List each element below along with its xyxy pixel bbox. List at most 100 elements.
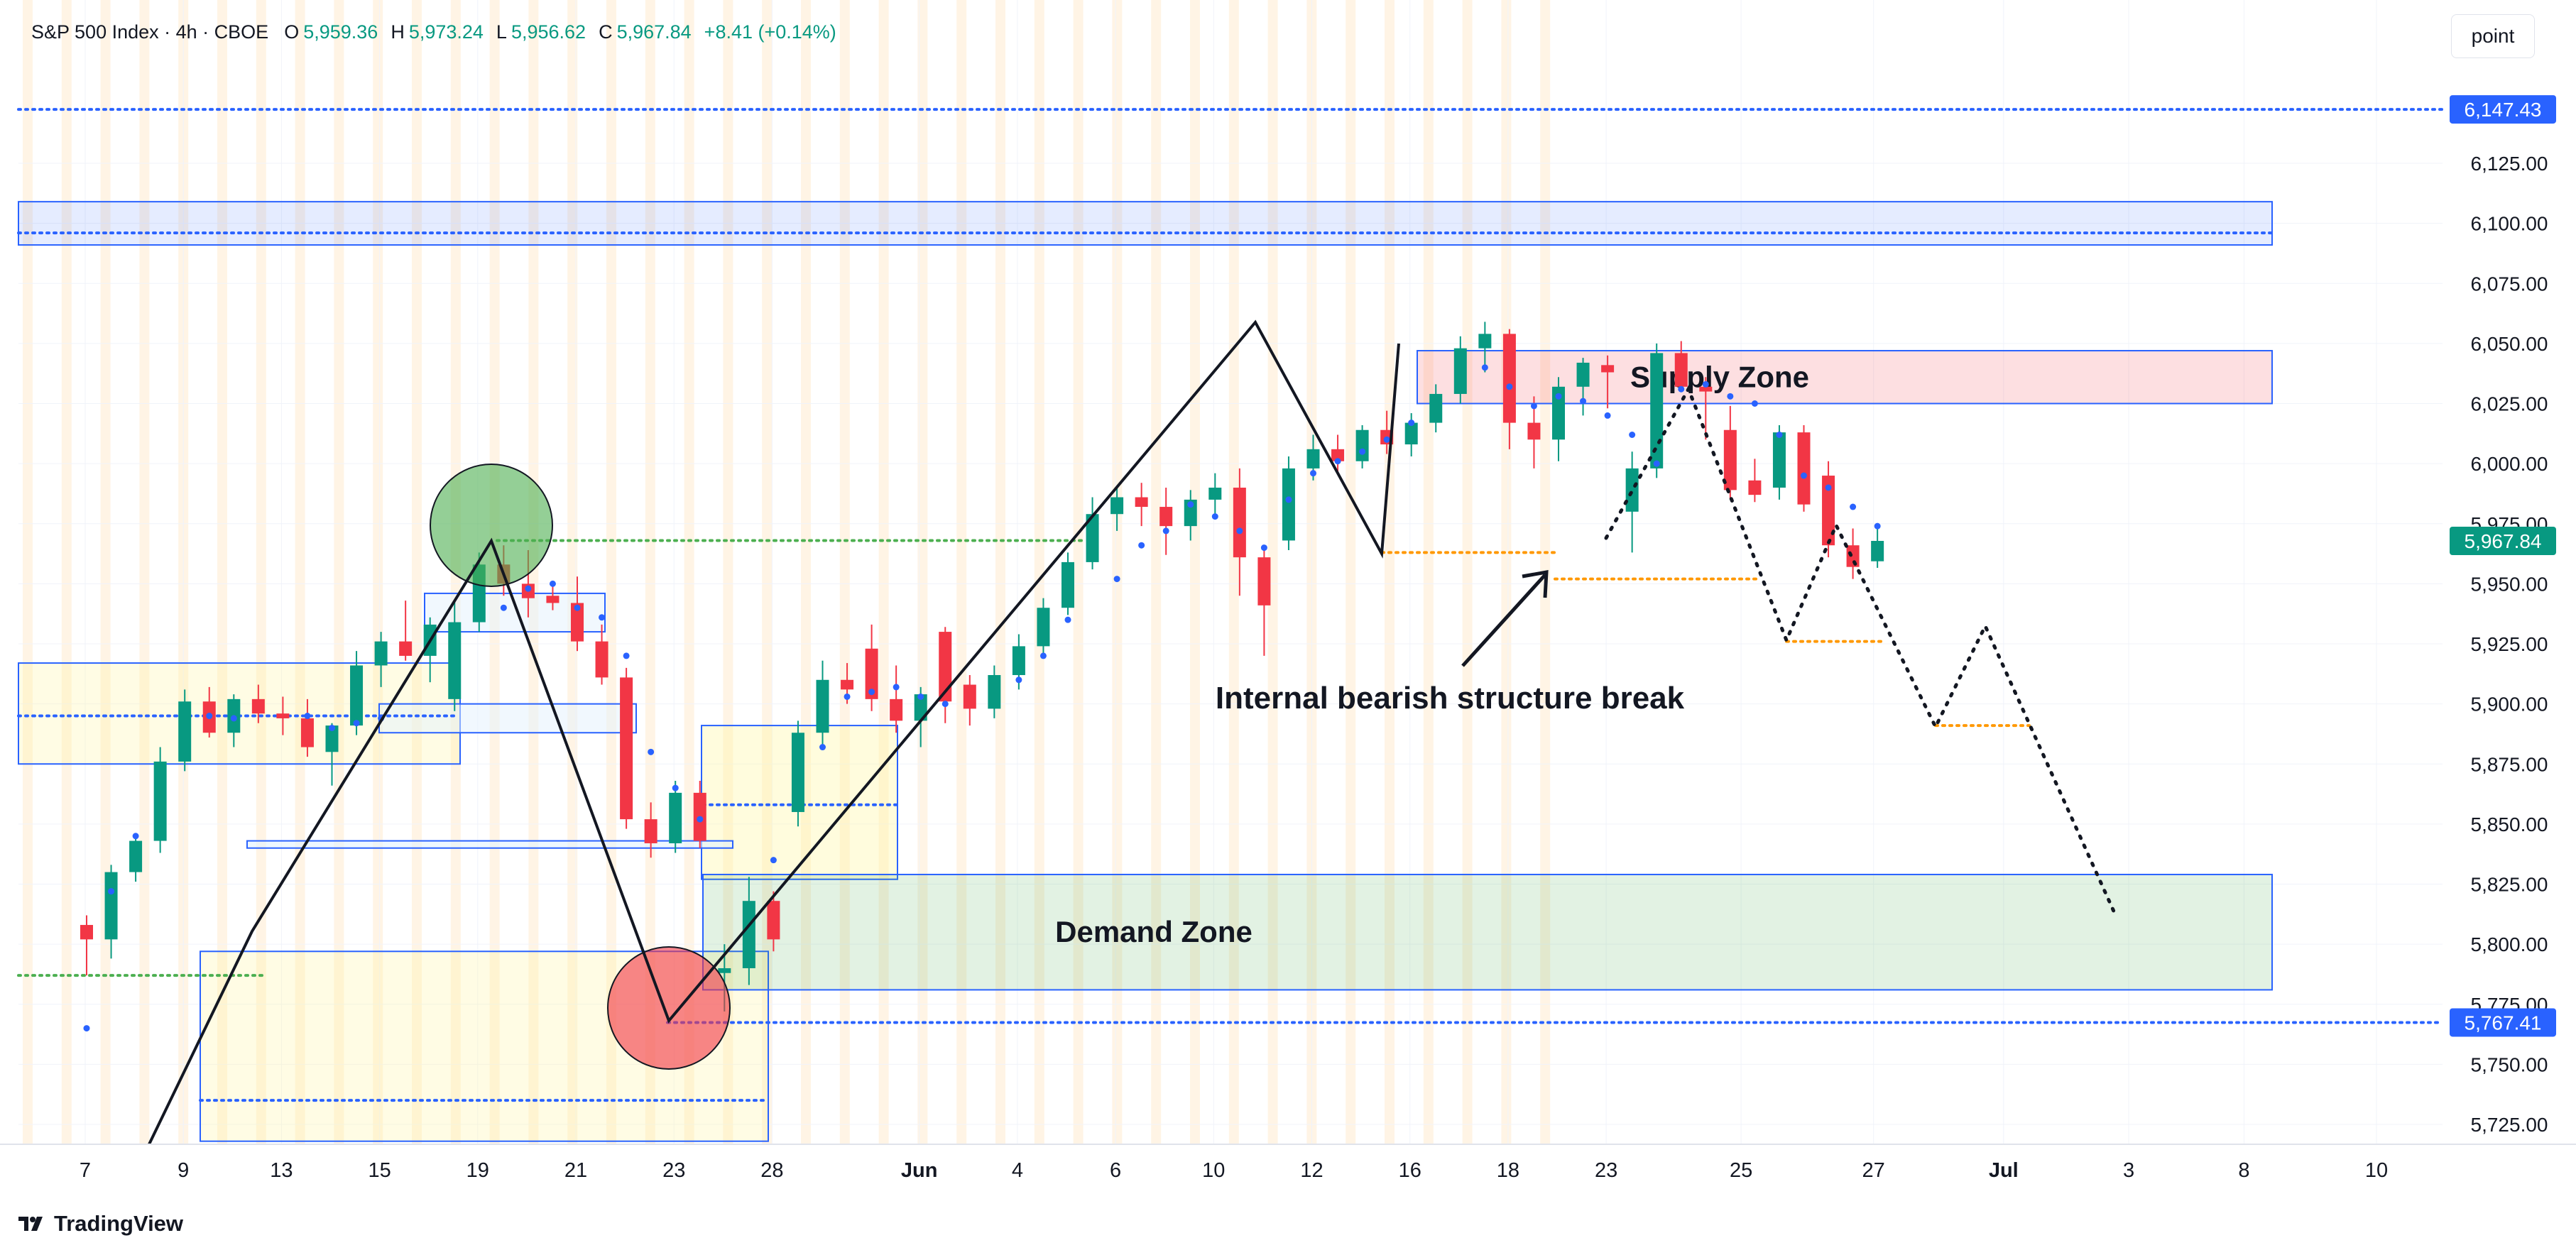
- candle-body[interactable]: [1184, 499, 1197, 527]
- swing-low-circle: [607, 946, 731, 1070]
- candle-body[interactable]: [1453, 348, 1467, 394]
- candle-body[interactable]: [1037, 608, 1050, 647]
- session-stripe: [256, 0, 266, 1144]
- tradingview-brand: TradingView: [54, 1211, 184, 1236]
- indicator-dot: [1064, 616, 1071, 623]
- candle-body[interactable]: [742, 901, 755, 968]
- candle-body[interactable]: [1552, 386, 1565, 440]
- time-tick-label: 23: [1595, 1159, 1617, 1182]
- candle-body[interactable]: [571, 603, 584, 642]
- candle-body[interactable]: [1822, 476, 1835, 546]
- candle-body[interactable]: [546, 596, 560, 603]
- session-stripe: [1190, 0, 1200, 1144]
- candle-body[interactable]: [1159, 507, 1173, 527]
- tradingview-logo[interactable]: TradingView: [18, 1211, 183, 1237]
- session-stripe: [139, 0, 150, 1144]
- candle-body[interactable]: [963, 684, 976, 709]
- candle-body[interactable]: [816, 679, 829, 733]
- candle-body[interactable]: [1650, 353, 1664, 468]
- candle-body[interactable]: [1699, 386, 1713, 392]
- time-tick-label: 16: [1399, 1159, 1421, 1182]
- price-tick-label: 6,050.00: [2471, 333, 2548, 355]
- close-label: C: [599, 21, 613, 43]
- price-tick-label: 6,025.00: [2471, 393, 2548, 415]
- candle-body[interactable]: [1012, 646, 1025, 676]
- price-scale-mode-button[interactable]: point: [2451, 14, 2535, 58]
- time-tick-label: 8: [2238, 1159, 2249, 1182]
- candle-body[interactable]: [1846, 545, 1860, 567]
- candle-body[interactable]: [350, 665, 364, 726]
- symbol-header: S&P 500 Index · 4h · CBOE O 5,959.36 H 5,9…: [31, 21, 845, 43]
- price-tick-label: 5,825.00: [2471, 874, 2548, 896]
- candle-body[interactable]: [1502, 334, 1516, 423]
- candle-body[interactable]: [1282, 468, 1295, 541]
- candle-body[interactable]: [890, 698, 903, 721]
- candle-body[interactable]: [104, 872, 118, 940]
- candle-body[interactable]: [865, 648, 878, 699]
- candle-body[interactable]: [939, 632, 952, 702]
- candle-body[interactable]: [1871, 540, 1884, 561]
- candle-body[interactable]: [1576, 362, 1590, 387]
- candle-body[interactable]: [399, 641, 413, 656]
- indicator-dot: [1801, 472, 1807, 479]
- candle-body[interactable]: [276, 713, 290, 718]
- candle-body[interactable]: [1086, 514, 1099, 562]
- candle-body[interactable]: [718, 968, 731, 973]
- candle-body[interactable]: [620, 677, 633, 820]
- time-tick-label: 4: [1012, 1159, 1023, 1182]
- candle-body[interactable]: [1797, 432, 1811, 505]
- candle-body[interactable]: [1233, 487, 1246, 558]
- candle-body[interactable]: [1404, 422, 1418, 445]
- candle-body[interactable]: [595, 641, 608, 678]
- candle-body[interactable]: [1748, 480, 1762, 495]
- candle-body[interactable]: [1723, 429, 1737, 491]
- candle-body[interactable]: [1306, 449, 1320, 468]
- candle-body[interactable]: [153, 761, 167, 841]
- price-tick-label: 5,900.00: [2471, 694, 2548, 716]
- close-value: 5,967.84: [616, 21, 692, 43]
- candle-body[interactable]: [767, 901, 780, 940]
- candle-body[interactable]: [669, 792, 682, 843]
- symbol-title[interactable]: S&P 500 Index · 4h · CBOE: [31, 21, 269, 43]
- indicator-dot: [942, 701, 949, 708]
- time-tick-label: 13: [270, 1159, 293, 1182]
- candle-body[interactable]: [841, 679, 854, 690]
- candle-body[interactable]: [1429, 393, 1443, 423]
- candle-body[interactable]: [791, 733, 804, 812]
- open-label: O: [284, 21, 300, 43]
- candle-body[interactable]: [1110, 497, 1124, 515]
- candle-body[interactable]: [1208, 487, 1222, 500]
- session-stripe: [723, 0, 733, 1144]
- candle-body[interactable]: [448, 622, 462, 699]
- candle-body[interactable]: [1355, 429, 1369, 461]
- indicator-dot: [672, 784, 679, 791]
- candle-body[interactable]: [644, 819, 657, 843]
- candle-body[interactable]: [988, 675, 1001, 709]
- candle-body[interactable]: [1527, 422, 1541, 440]
- candle-body[interactable]: [1061, 561, 1074, 608]
- candle-body[interactable]: [1625, 468, 1639, 512]
- candle-body[interactable]: [1135, 497, 1148, 508]
- time-tick-label: 21: [564, 1159, 587, 1182]
- candle-body[interactable]: [80, 925, 93, 940]
- candles[interactable]: [80, 322, 1884, 1032]
- indicator-dot: [574, 604, 581, 611]
- candle-body[interactable]: [325, 725, 339, 752]
- candle-body[interactable]: [1331, 449, 1345, 461]
- indicator-dot: [1702, 380, 1709, 388]
- candle-body[interactable]: [129, 840, 143, 872]
- candle-body[interactable]: [914, 694, 927, 721]
- candle-body[interactable]: [374, 641, 388, 666]
- candle-body[interactable]: [1772, 432, 1786, 488]
- candle-body[interactable]: [251, 698, 265, 714]
- candle-body[interactable]: [1674, 353, 1688, 387]
- indicator-dot: [1162, 527, 1169, 535]
- session-stripe: [23, 0, 33, 1144]
- candle-body[interactable]: [300, 718, 314, 747]
- candle-body[interactable]: [1478, 334, 1492, 349]
- candle-body[interactable]: [1257, 557, 1271, 605]
- candle-body[interactable]: [1601, 365, 1615, 373]
- candle-body[interactable]: [178, 701, 192, 762]
- indicator-dot: [697, 816, 704, 823]
